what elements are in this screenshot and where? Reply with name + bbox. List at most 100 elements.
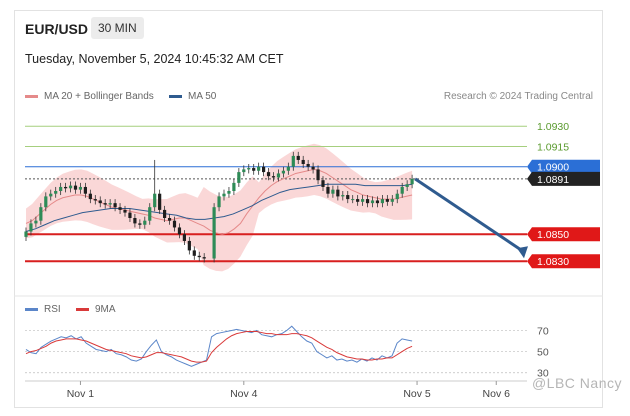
candle-body bbox=[271, 176, 276, 178]
legend-ma20: MA 20 + Bollinger Bands bbox=[25, 91, 154, 102]
candle-body bbox=[247, 168, 251, 170]
candle-body bbox=[128, 212, 132, 218]
candle-body bbox=[291, 155, 295, 167]
candle-body bbox=[326, 186, 330, 194]
candle-body bbox=[257, 166, 261, 171]
candle-body bbox=[262, 166, 266, 173]
candle-body bbox=[361, 199, 365, 202]
candle-body bbox=[336, 189, 340, 197]
level-tag-1.0900 bbox=[527, 159, 600, 174]
candle-body bbox=[34, 220, 38, 224]
timestamp: Tuesday, November 5, 2024 10:45:32 AM CE… bbox=[25, 52, 284, 66]
candle-body bbox=[182, 234, 186, 241]
ma50-line bbox=[25, 183, 413, 232]
forecast-arrow-line bbox=[414, 177, 524, 253]
legend-rsi: RSI bbox=[25, 304, 61, 315]
candle-body bbox=[59, 186, 63, 191]
candle-body bbox=[197, 255, 201, 258]
legend-ma50: MA 50 bbox=[169, 91, 216, 102]
candle-body bbox=[395, 193, 399, 200]
candle-body bbox=[108, 203, 112, 205]
candle-body bbox=[54, 191, 58, 194]
candle-body bbox=[252, 168, 256, 171]
candle-body bbox=[83, 186, 87, 194]
candle-body bbox=[276, 173, 281, 178]
candle-body bbox=[148, 207, 152, 221]
candle-body bbox=[316, 169, 320, 181]
forecast-arrow-head bbox=[517, 246, 528, 259]
candle-body bbox=[385, 199, 389, 202]
candle-body bbox=[29, 223, 33, 232]
currency-pair-title: EUR/USD bbox=[25, 21, 89, 37]
candle-body bbox=[301, 159, 305, 164]
candle-body bbox=[49, 193, 53, 197]
candle-body bbox=[380, 199, 384, 204]
candle-body bbox=[172, 220, 177, 228]
candle-body bbox=[192, 250, 196, 256]
candle-body bbox=[133, 218, 137, 224]
candle-body bbox=[242, 169, 246, 173]
candle-body bbox=[88, 193, 92, 200]
x-tick-label-Nov-1: Nov 1 bbox=[67, 388, 95, 400]
watermark: @LBC Nancy bbox=[531, 375, 622, 391]
level-label-1.0850: 1.0850 bbox=[537, 229, 569, 241]
chart-header: EUR/USD 30 MIN bbox=[14, 10, 603, 48]
candle-body bbox=[202, 257, 206, 259]
candle-body bbox=[311, 166, 315, 170]
level-tag-1.0830 bbox=[527, 254, 600, 269]
candle-body bbox=[73, 185, 78, 190]
candle-body bbox=[68, 185, 73, 189]
candle-body bbox=[331, 189, 335, 194]
candle-body bbox=[64, 186, 68, 189]
candle-body bbox=[400, 186, 404, 194]
candle-body bbox=[138, 223, 142, 225]
candle-body bbox=[103, 203, 107, 205]
ma20-swatch bbox=[25, 95, 38, 98]
candle-body bbox=[390, 199, 394, 202]
ma50-swatch bbox=[169, 95, 182, 98]
candle-body bbox=[296, 155, 300, 160]
rsi-label: RSI bbox=[44, 304, 61, 315]
candle-body bbox=[143, 220, 147, 225]
ma20-label: MA 20 + Bollinger Bands bbox=[44, 91, 154, 102]
rsi-tick-50: 50 bbox=[537, 347, 549, 359]
rsi-tick-30: 30 bbox=[537, 368, 549, 380]
candle-body bbox=[118, 207, 122, 210]
candle-body bbox=[237, 172, 241, 183]
candle-body bbox=[306, 164, 310, 167]
level-label-1.0930: 1.0930 bbox=[537, 121, 569, 133]
rsi-tick-70: 70 bbox=[537, 325, 549, 337]
level-label-1.0900: 1.0900 bbox=[537, 162, 569, 174]
candle-body bbox=[93, 199, 97, 201]
candle-body bbox=[365, 199, 370, 204]
candle-body bbox=[370, 200, 375, 204]
candle-body bbox=[187, 240, 191, 251]
candle-body bbox=[113, 203, 117, 208]
candle-body bbox=[167, 218, 172, 221]
legend-9ma: 9MA bbox=[76, 304, 116, 315]
candle-body bbox=[227, 191, 231, 194]
candle-body bbox=[24, 231, 28, 237]
rsi-swatch bbox=[25, 308, 38, 311]
candle-body bbox=[153, 193, 157, 208]
rsi-series-RSI bbox=[25, 325, 413, 367]
level-label-1.0915: 1.0915 bbox=[537, 141, 569, 153]
candle-body bbox=[44, 196, 48, 208]
level-tag-1.0891 bbox=[527, 171, 600, 186]
candle-body bbox=[78, 186, 83, 190]
candle-body bbox=[212, 207, 216, 259]
candle-body bbox=[98, 200, 102, 204]
candle-body bbox=[321, 180, 325, 187]
timeframe-badge[interactable]: 30 MIN bbox=[91, 17, 144, 39]
candle-body bbox=[375, 200, 380, 204]
ma9-label: 9MA bbox=[95, 304, 116, 315]
candle-body bbox=[405, 184, 409, 187]
candle-body bbox=[266, 172, 271, 177]
level-tag-1.0850 bbox=[527, 227, 600, 242]
candle-body bbox=[217, 196, 221, 208]
candle-body bbox=[158, 193, 162, 210]
x-tick-label-Nov-5: Nov 5 bbox=[403, 388, 431, 400]
candle-body bbox=[341, 195, 345, 197]
ma50-label: MA 50 bbox=[188, 91, 217, 102]
